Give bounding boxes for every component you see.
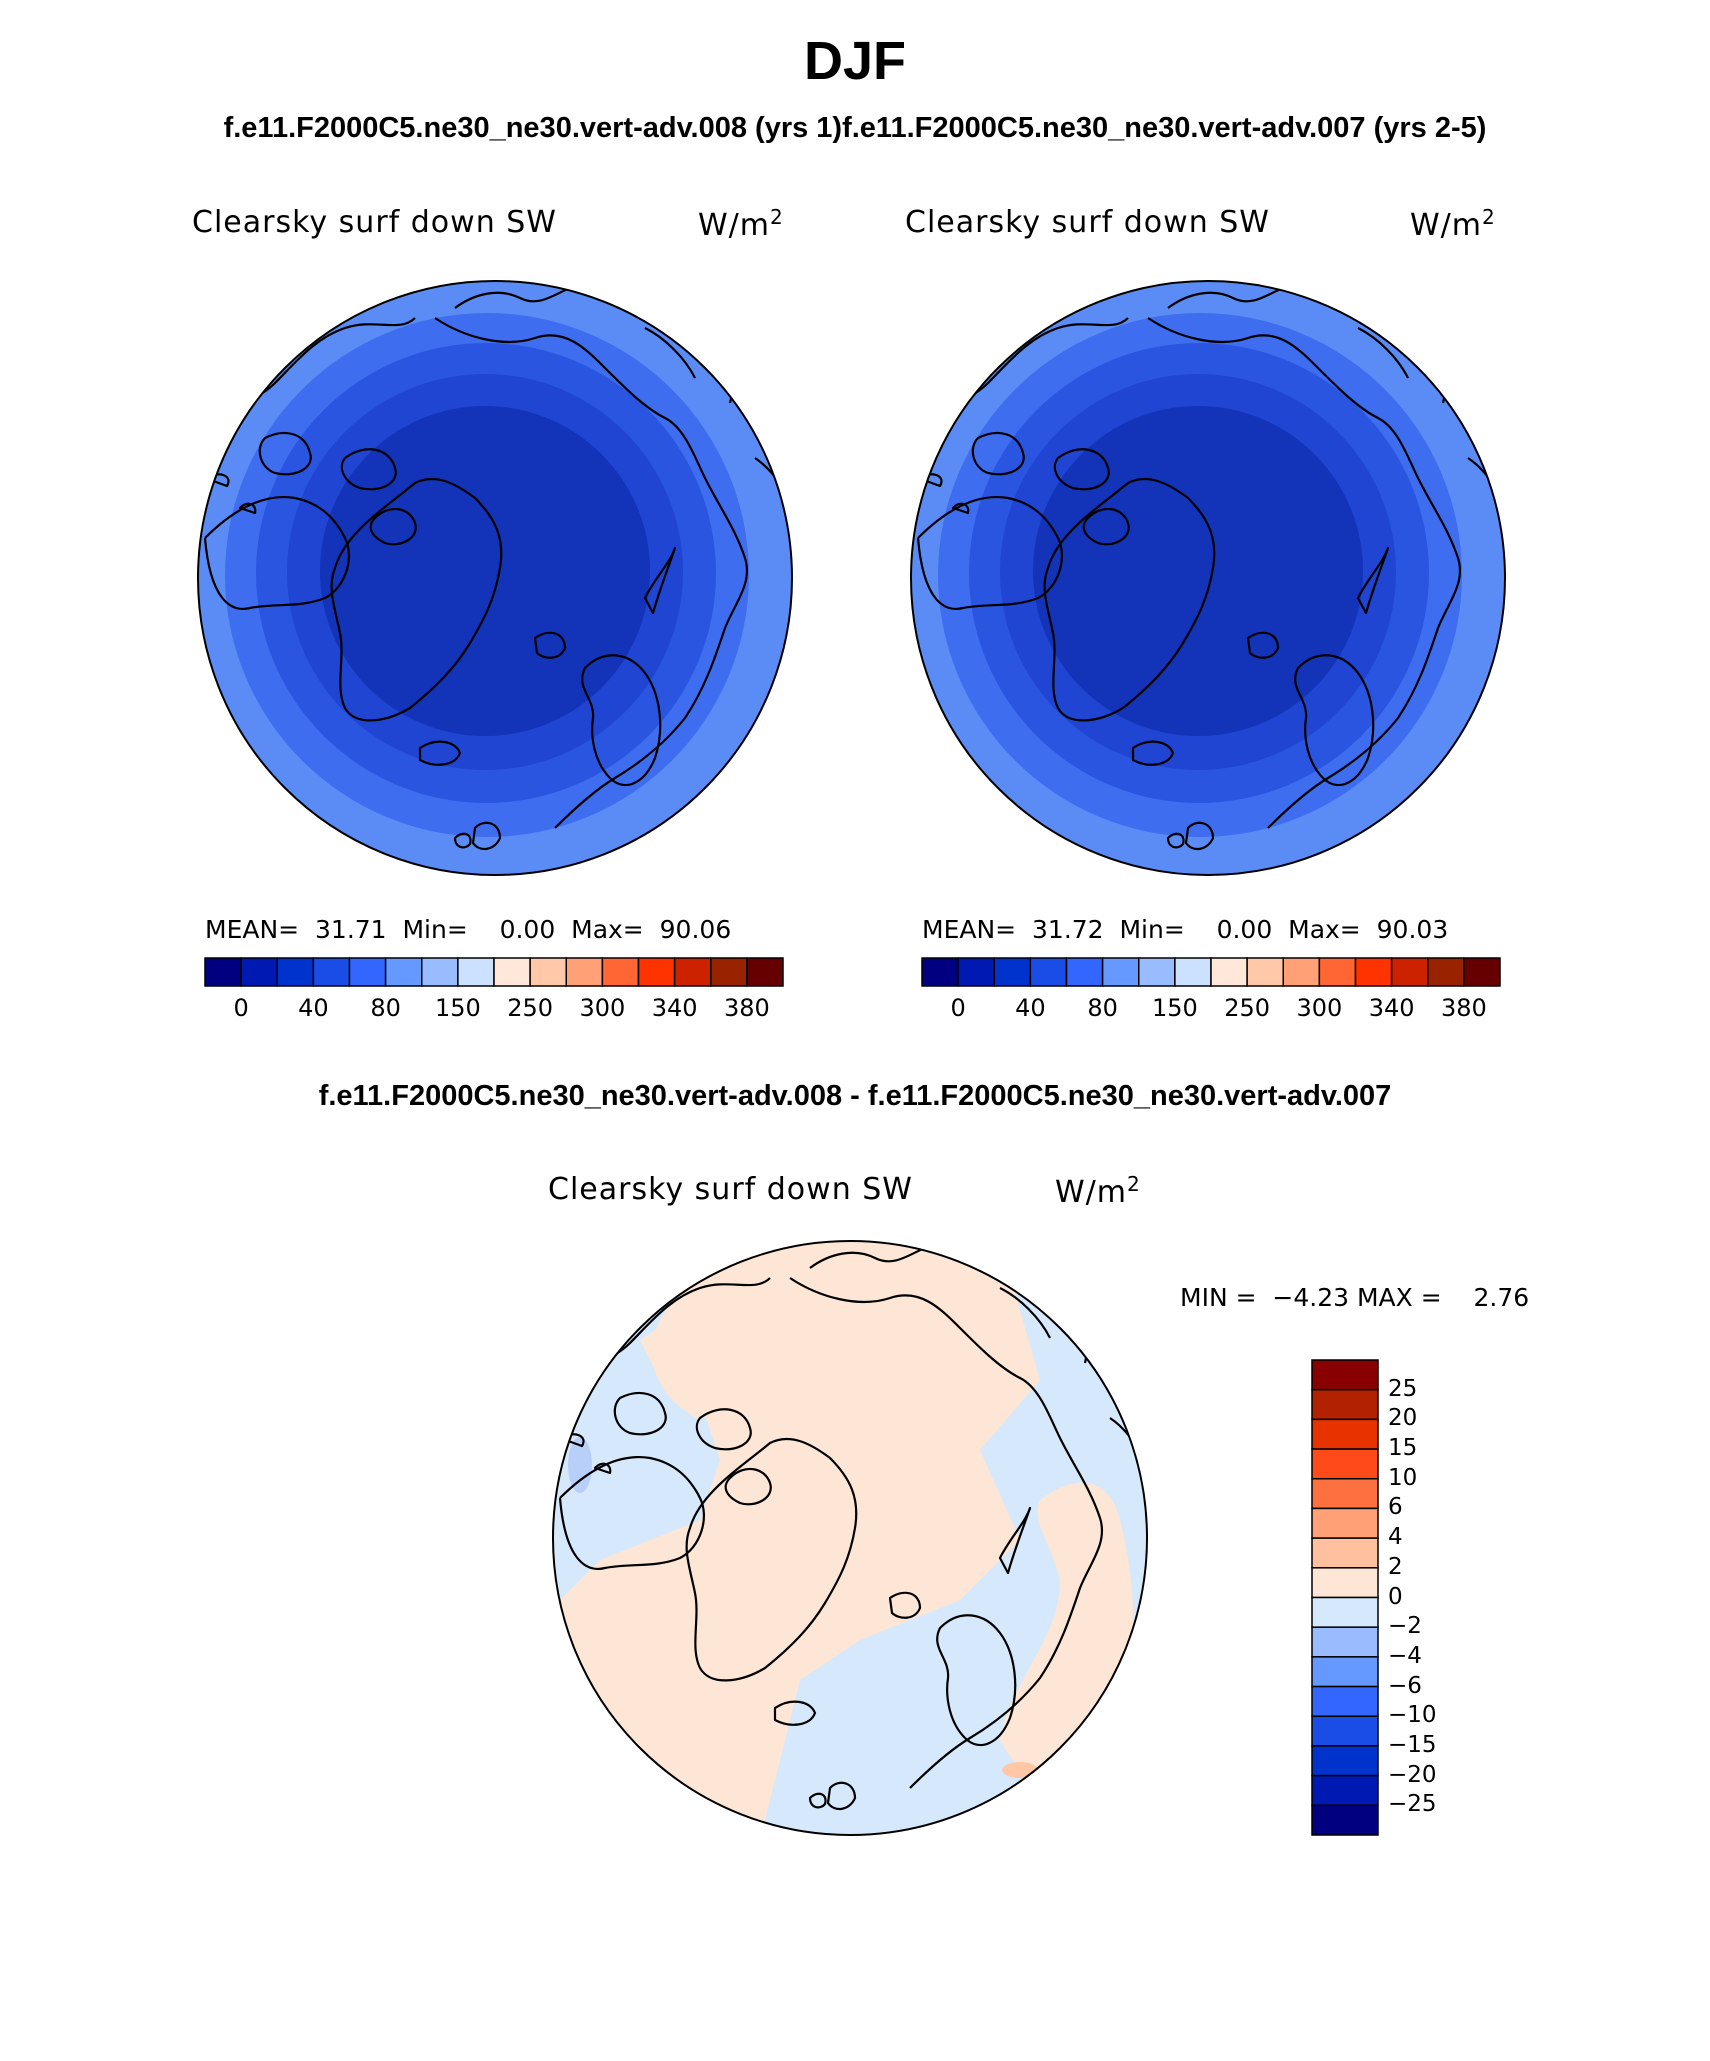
difference-colorbar-tick-label: −6: [1388, 1672, 1422, 1699]
difference-colorbar-tick-label: −10: [1388, 1702, 1437, 1729]
panel1-colorbar-swatch-6: [421, 957, 459, 987]
difference-colorbar-tick-label: 6: [1388, 1494, 1403, 1521]
difference-colorbar-tick-label: 4: [1388, 1524, 1403, 1551]
panel1-colorbar-swatch-7: [457, 957, 495, 987]
difference-colorbar-swatch-13: [1311, 1745, 1379, 1777]
panel1-colorbar-swatch-11: [601, 957, 640, 987]
difference-colorbar-swatch-9: [1311, 1626, 1379, 1658]
difference-colorbar-tick-label: −20: [1388, 1761, 1437, 1788]
panel1-units-label: W/m2: [698, 205, 784, 243]
difference-colorbar-swatch-14: [1311, 1774, 1379, 1807]
difference-colorbar-tick-label: −15: [1388, 1731, 1437, 1758]
panel1-colorbar-swatch-0: [204, 957, 242, 987]
panel2-colorbar-swatch-11: [1318, 957, 1357, 987]
difference-colorbar-tick-label: 25: [1388, 1375, 1418, 1402]
panel1-colorbar-tick-label: 300: [579, 994, 626, 1022]
panel1-colorbar-swatch-13: [673, 957, 712, 987]
panel1-stats: MEAN= 31.71 Min= 0.00 Max= 90.06: [205, 915, 732, 944]
panel2-colorbar-swatch-10: [1282, 957, 1321, 987]
difference-colorbar-swatch-6: [1311, 1537, 1379, 1569]
panel2-colorbar-tick-label: 380: [1440, 994, 1487, 1022]
panel2-map: [910, 280, 1506, 876]
panel1-colorbar-tick-label: 150: [434, 994, 481, 1022]
panel2-colorbar-swatch-1: [957, 957, 995, 987]
panel1-colorbar-swatch-4: [348, 957, 387, 987]
panel3-variable-label: Clearsky surf down SW: [548, 1172, 913, 1207]
panel2-colorbar-tick-label: 0: [950, 994, 966, 1022]
panel2-colorbar-swatch-15: [1463, 957, 1501, 987]
panel2-colorbar-swatch-4: [1065, 957, 1104, 987]
panel1-colorbar-swatch-9: [529, 957, 567, 987]
difference-colorbar-tick-label: −2: [1388, 1613, 1422, 1640]
difference-colorbar-swatch-12: [1311, 1715, 1379, 1747]
difference-subtitle: f.e11.F2000C5.ne30_ne30.vert-adv.008 - f…: [318, 1080, 1392, 1112]
difference-colorbar-tick-label: 20: [1388, 1405, 1418, 1432]
panel2-colorbar-swatch-0: [921, 957, 959, 987]
panel2-units-label: W/m2: [1410, 205, 1496, 243]
panel2-colorbar-swatch-14: [1427, 957, 1465, 987]
difference-colorbar-swatch-0: [1311, 1359, 1379, 1391]
panel1-colorbar-swatch-10: [565, 957, 604, 987]
difference-colorbar-swatch-10: [1311, 1656, 1379, 1688]
main-title: DJF: [803, 31, 906, 91]
difference-colorbar-swatch-5: [1311, 1507, 1379, 1539]
difference-colorbar-tick-label: 10: [1388, 1464, 1418, 1491]
panel2-colorbar-swatch-3: [1029, 957, 1068, 987]
panel2-colorbar-tick-label: 40: [1015, 994, 1046, 1022]
panel1-colorbar-swatch-15: [746, 957, 784, 987]
difference-colorbar: [1311, 1359, 1379, 1836]
panel2-colorbar-tick-label: 300: [1296, 994, 1343, 1022]
difference-colorbar-tick-label: 0: [1388, 1583, 1403, 1610]
difference-colorbar-swatch-3: [1311, 1448, 1379, 1480]
difference-colorbar-swatch-1: [1311, 1388, 1379, 1421]
panel1-colorbar-swatch-2: [276, 957, 315, 987]
difference-colorbar-swatch-7: [1311, 1567, 1379, 1599]
panel1-colorbar-tick-label: 380: [723, 994, 770, 1022]
panel2-colorbar-swatch-8: [1210, 957, 1248, 987]
panel1-colorbar-tick-label: 340: [651, 994, 698, 1022]
panel2-colorbar-tick-label: 250: [1224, 994, 1271, 1022]
difference-colorbar-tick-label: −25: [1388, 1791, 1437, 1818]
panel1-colorbar: [204, 957, 784, 987]
panel1-colorbar-tick-label: 80: [370, 994, 401, 1022]
difference-colorbar-tick-label: −4: [1388, 1642, 1422, 1669]
top-subtitle: f.e11.F2000C5.ne30_ne30.vert-adv.008 (yr…: [223, 112, 1487, 144]
panel1-colorbar-swatch-5: [384, 957, 423, 987]
panel1-colorbar-swatch-14: [710, 957, 748, 987]
difference-colorbar-tick-label: 15: [1388, 1435, 1418, 1462]
panel2-colorbar-swatch-2: [993, 957, 1032, 987]
panel2-colorbar-tick-label: 150: [1151, 994, 1198, 1022]
difference-colorbar-swatch-15: [1311, 1804, 1379, 1836]
panel1-colorbar-tick-label: 0: [233, 994, 249, 1022]
panel1-colorbar-tick-label: 250: [507, 994, 554, 1022]
difference-map: [552, 1240, 1148, 1836]
panel2-colorbar-swatch-6: [1138, 957, 1176, 987]
difference-colorbar-swatch-4: [1311, 1478, 1379, 1510]
panel1-colorbar-tick-label: 40: [298, 994, 329, 1022]
panel1-colorbar-swatch-1: [240, 957, 278, 987]
panel3-stats: MIN = −4.23 MAX = 2.76: [1180, 1283, 1530, 1312]
difference-colorbar-swatch-8: [1311, 1596, 1379, 1628]
panel3-units-label: W/m2: [1055, 1172, 1141, 1210]
panel1-colorbar-swatch-12: [637, 957, 676, 987]
panel2-colorbar-tick-label: 340: [1368, 994, 1415, 1022]
panel2-colorbar-swatch-12: [1354, 957, 1393, 987]
panel2-colorbar-swatch-5: [1101, 957, 1140, 987]
panel1-colorbar-swatch-3: [312, 957, 351, 987]
difference-colorbar-swatch-11: [1311, 1685, 1379, 1717]
panel2-colorbar-tick-label: 80: [1087, 994, 1118, 1022]
difference-colorbar-swatch-2: [1311, 1418, 1379, 1450]
panel1-colorbar-swatch-8: [493, 957, 531, 987]
difference-colorbar-tick-label: 2: [1388, 1553, 1403, 1580]
panel2-colorbar: [921, 957, 1501, 987]
panel2-variable-label: Clearsky surf down SW: [905, 205, 1270, 240]
panel2-colorbar-swatch-9: [1246, 957, 1284, 987]
panel1-variable-label: Clearsky surf down SW: [192, 205, 557, 240]
panel2-stats: MEAN= 31.72 Min= 0.00 Max= 90.03: [922, 915, 1449, 944]
panel2-colorbar-swatch-7: [1174, 957, 1212, 987]
panel1-map: [197, 280, 793, 876]
panel2-colorbar-swatch-13: [1390, 957, 1429, 987]
